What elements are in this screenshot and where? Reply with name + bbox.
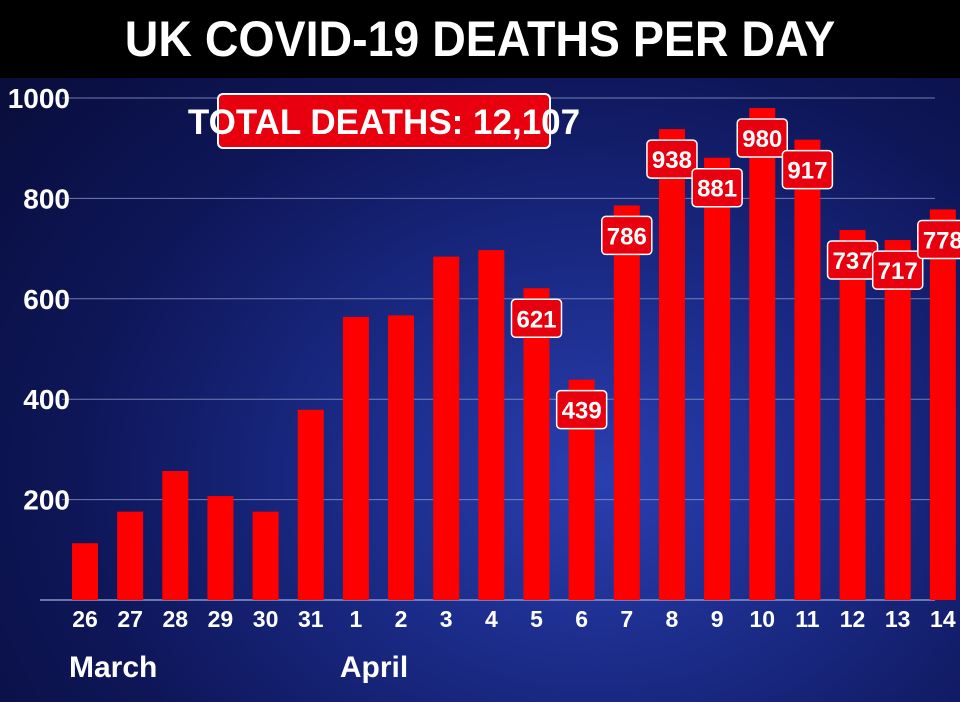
data-label: 786 (607, 223, 647, 250)
bar (613, 205, 640, 601)
x-tick-label: 29 (208, 606, 234, 632)
x-tick-label: 4 (485, 606, 498, 632)
x-tick-label: 11 (795, 606, 820, 632)
chart-title: UK COVID-19 DEATHS PER DAY (124, 11, 836, 67)
x-tick-label: 9 (711, 606, 724, 632)
data-label-box (555, 389, 608, 430)
y-tick-label: 600 (23, 284, 70, 315)
y-tick-label: 800 (23, 183, 70, 214)
x-tick-label: 2 (395, 606, 408, 632)
x-tick-label: 30 (253, 606, 279, 632)
data-label: 938 (652, 147, 692, 174)
data-label: 439 (562, 398, 602, 425)
bar (929, 209, 956, 600)
bar (297, 409, 324, 600)
data-label: 737 (833, 248, 873, 275)
data-label-box (691, 167, 743, 208)
x-tick-label: 27 (117, 606, 143, 632)
x-tick-label: 3 (440, 606, 453, 632)
x-tick-label: 14 (930, 606, 956, 632)
x-tick-label: 10 (749, 606, 775, 632)
bar (162, 470, 189, 600)
bar (704, 157, 731, 600)
bar (72, 543, 98, 600)
x-tick-label: 26 (72, 606, 98, 632)
data-label: 881 (697, 176, 737, 203)
bar (794, 139, 821, 600)
x-tick-label: 12 (840, 606, 866, 632)
x-tick-label: 7 (620, 606, 633, 632)
data-label-box (781, 149, 834, 190)
bar (252, 511, 279, 600)
data-label: 621 (516, 306, 556, 333)
x-tick-label: 13 (885, 606, 911, 632)
data-label: 980 (742, 126, 782, 153)
x-tick-label: 8 (666, 606, 679, 632)
bar (749, 108, 776, 600)
x-tick-label: 5 (530, 606, 543, 632)
x-tick-label: 28 (163, 606, 189, 632)
month-label: April (340, 651, 408, 684)
y-tick-label: 200 (23, 485, 70, 516)
data-label-box (510, 298, 563, 339)
x-tick-label: 6 (575, 606, 588, 632)
x-tick-label: 31 (298, 606, 324, 632)
data-label-box (871, 250, 924, 290)
bar (884, 240, 911, 601)
bar (478, 250, 505, 600)
data-label: 778 (923, 227, 960, 254)
data-label-box (736, 118, 788, 158)
month-label: March (69, 651, 157, 684)
data-label-box (917, 219, 960, 260)
bar (839, 230, 866, 600)
bar (207, 496, 234, 600)
data-label-box (646, 139, 698, 179)
data-label: 917 (787, 158, 827, 185)
bar (433, 256, 460, 600)
total-deaths-label: TOTAL DEATHS: 12,107 (188, 103, 580, 142)
bar (117, 511, 144, 600)
bar (658, 129, 685, 600)
bar (342, 316, 369, 600)
bar (388, 315, 415, 600)
data-label-box (601, 215, 653, 256)
y-tick-label: 400 (23, 384, 70, 415)
total-deaths-box (217, 93, 551, 149)
bar (523, 288, 550, 600)
title-bar: UK COVID-19 DEATHS PER DAY (0, 0, 960, 78)
x-tick-label: 1 (350, 606, 363, 632)
data-label: 717 (878, 258, 918, 285)
y-tick-label: 1000 (8, 83, 70, 114)
